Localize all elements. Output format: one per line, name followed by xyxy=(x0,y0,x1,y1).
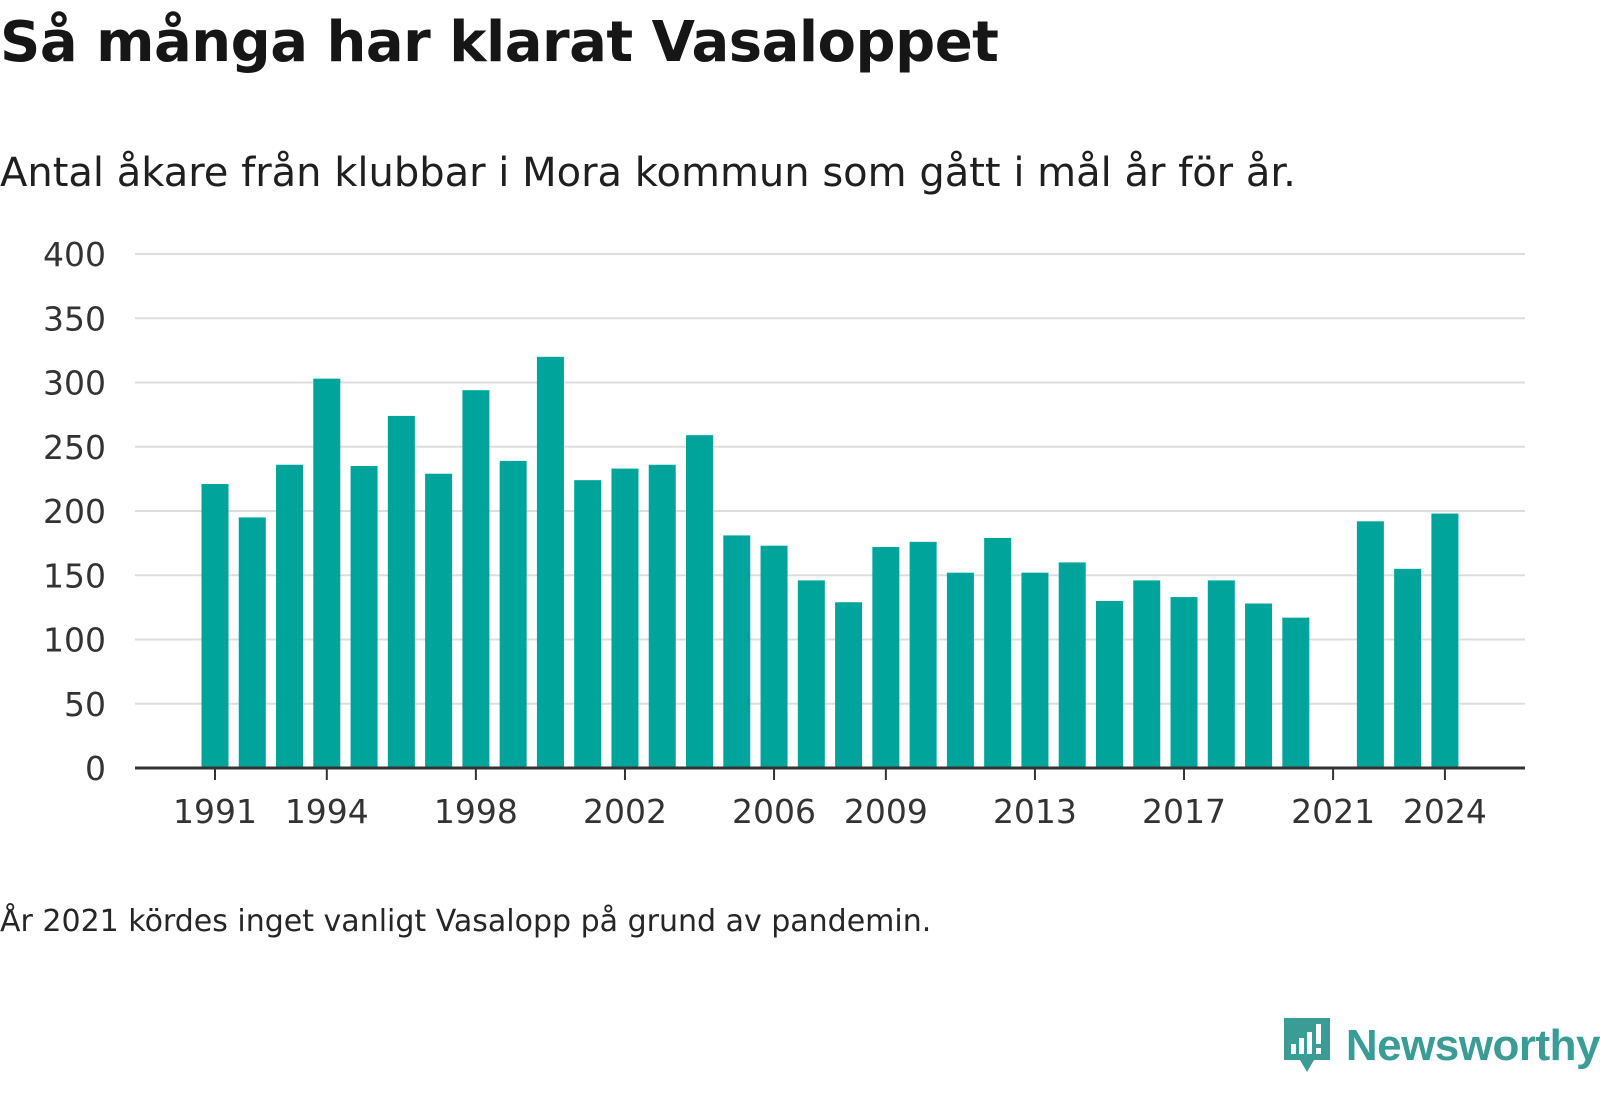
bar xyxy=(909,541,937,768)
y-tick-label: 200 xyxy=(43,492,106,531)
bar xyxy=(1282,617,1310,768)
x-tick-label: 2024 xyxy=(1403,792,1487,831)
bar xyxy=(984,537,1012,768)
newsworthy-logo-icon xyxy=(1283,1018,1330,1072)
x-tick-label: 1991 xyxy=(173,792,257,831)
bar xyxy=(1431,513,1459,768)
chart-subtitle: Antal åkare från klubbar i Mora kommun s… xyxy=(0,150,1296,196)
bar xyxy=(499,460,527,768)
bar-chart: 0 50 100 150 200 250 300 350 400 1991 1994 1998 2002… xyxy=(43,235,1525,831)
bar xyxy=(1245,603,1273,768)
brand[interactable]: Newsworthy xyxy=(1280,1016,1600,1076)
bar xyxy=(574,480,602,768)
bar xyxy=(1207,580,1235,768)
bars xyxy=(201,356,1459,768)
x-tick-label: 2013 xyxy=(993,792,1077,831)
bar xyxy=(201,484,229,768)
footnote: År 2021 kördes inget vanligt Vasalopp på… xyxy=(0,904,932,939)
grid-lines xyxy=(135,253,1525,705)
x-tick-label: 2009 xyxy=(844,792,928,831)
bar xyxy=(462,390,490,768)
bar xyxy=(797,580,825,768)
bar xyxy=(723,535,751,768)
bar xyxy=(946,572,974,768)
bar xyxy=(1394,568,1422,768)
y-tick-label: 0 xyxy=(85,749,106,788)
bar xyxy=(648,464,676,768)
x-tick-label: 2021 xyxy=(1291,792,1375,831)
x-tick-label: 1994 xyxy=(285,792,369,831)
bar xyxy=(238,517,266,768)
bar xyxy=(425,473,453,768)
y-tick-label: 150 xyxy=(43,556,106,595)
y-tick-label: 400 xyxy=(43,235,106,274)
bar xyxy=(276,464,304,768)
bar xyxy=(1170,597,1198,768)
bar xyxy=(536,356,564,768)
x-axis xyxy=(135,766,1525,780)
bar xyxy=(1133,580,1161,768)
bar xyxy=(1021,572,1049,768)
y-tick-label: 350 xyxy=(43,299,106,338)
y-tick-label: 50 xyxy=(64,685,106,724)
bar xyxy=(1356,521,1384,768)
bar xyxy=(872,546,900,768)
y-tick-label: 300 xyxy=(43,364,106,403)
bar xyxy=(1058,562,1086,768)
x-tick-label: 1998 xyxy=(434,792,518,831)
axis-labels: 0 50 100 150 200 250 300 350 400 1991 1994 1998 2002… xyxy=(43,235,1487,831)
bar xyxy=(611,468,639,768)
bar xyxy=(313,378,341,768)
x-tick-label: 2002 xyxy=(583,792,667,831)
y-tick-label: 100 xyxy=(43,621,106,660)
x-tick-label: 2006 xyxy=(732,792,816,831)
bar xyxy=(1095,600,1123,768)
y-tick-label: 250 xyxy=(43,428,106,467)
bar xyxy=(835,602,863,768)
chart-title: Så många har klarat Vasaloppet xyxy=(0,10,999,75)
bar xyxy=(686,435,714,768)
bar xyxy=(387,415,415,768)
x-tick-label: 2017 xyxy=(1142,792,1226,831)
bar xyxy=(760,545,788,768)
bar xyxy=(350,466,378,768)
brand-name: Newsworthy xyxy=(1345,1021,1600,1070)
